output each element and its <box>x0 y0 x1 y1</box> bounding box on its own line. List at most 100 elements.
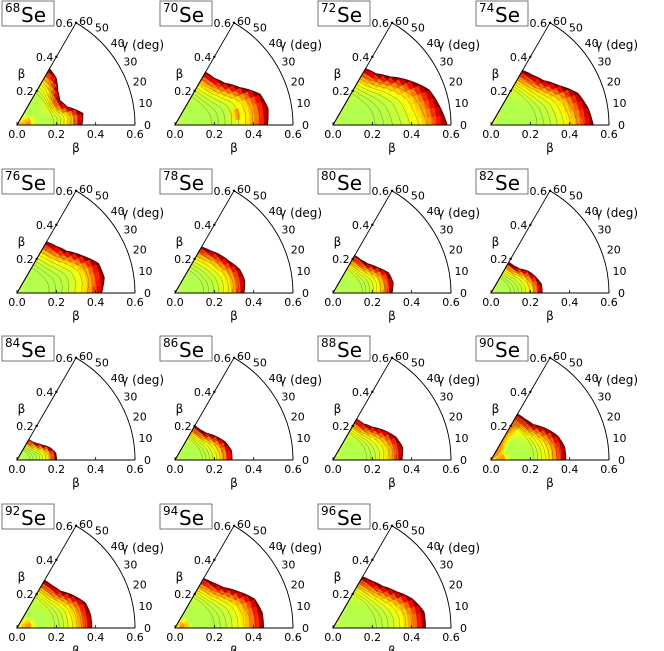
gamma-60-line <box>16 22 77 126</box>
diag-tick-label: 0.6 <box>214 352 232 365</box>
gamma-tick-label: 0 <box>302 622 309 635</box>
beta-tick-label: 0.6 <box>600 463 618 476</box>
beta-tick-label: 0.6 <box>442 463 460 476</box>
gamma-tick-label: 50 <box>411 356 425 369</box>
gamma-axis-label: γ (deg) <box>437 38 480 52</box>
outer-arc <box>391 525 452 629</box>
gamma-tick-label: 20 <box>133 578 147 591</box>
diag-axis-label: β <box>334 67 342 81</box>
diag-tick-label: 0.6 <box>214 17 232 30</box>
energy-surface <box>491 414 566 460</box>
diag-axis-label: β <box>492 402 500 416</box>
beta-tick-label: 0.0 <box>166 463 184 476</box>
beta-axis-label: β <box>72 644 80 651</box>
beta-tick-label: 0.0 <box>166 296 184 309</box>
beta-axis-label: β <box>388 141 396 155</box>
gamma-tick-label: 40 <box>427 37 441 50</box>
beta-tick-label: 0.4 <box>403 296 421 309</box>
beta-tick-label: 0.6 <box>600 296 618 309</box>
diag-tick-label: 0.2 <box>332 420 350 433</box>
gamma-axis-label: γ (deg) <box>595 206 638 220</box>
beta-tick-label: 0.4 <box>561 128 579 141</box>
gamma-tick-label: 0 <box>144 454 151 467</box>
beta-tick-label: 0.6 <box>284 631 302 644</box>
beta-tick-label: 0.4 <box>403 463 421 476</box>
beta-tick-label: 0.4 <box>87 296 105 309</box>
gamma-tick-label: 30 <box>439 223 453 236</box>
beta-axis-label: β <box>388 644 396 651</box>
isotope-label-box <box>1 503 55 530</box>
gamma-60-line <box>174 190 235 294</box>
gamma-60-line <box>16 190 77 294</box>
gamma-tick-label: 30 <box>123 390 137 403</box>
gamma-tick-label: 20 <box>291 578 305 591</box>
isotope-label-box <box>159 335 213 362</box>
gamma-tick-label: 50 <box>95 189 109 202</box>
diag-axis-label: β <box>18 235 26 249</box>
diag-tick-label: 0.4 <box>352 51 370 64</box>
gamma-tick-label: 60 <box>237 15 251 28</box>
gamma-tick-label: 30 <box>281 390 295 403</box>
gamma-tick-label: 40 <box>269 540 283 553</box>
gamma-tick-label: 30 <box>281 55 295 68</box>
gamma-tick-label: 30 <box>281 558 295 571</box>
gamma-tick-label: 60 <box>237 518 251 531</box>
beta-axis-label: β <box>72 476 80 490</box>
gamma-axis-label: γ (deg) <box>595 373 638 387</box>
gamma-tick-label: 20 <box>449 410 463 423</box>
gamma-tick-label: 20 <box>133 410 147 423</box>
gamma-60-line <box>332 190 393 294</box>
gamma-tick-label: 50 <box>95 356 109 369</box>
isotope-label-box <box>1 0 55 27</box>
beta-tick-label: 0.2 <box>48 463 66 476</box>
isotope-symbol: Se <box>179 3 204 27</box>
outer-arc <box>75 357 136 461</box>
gamma-tick-label: 20 <box>291 75 305 88</box>
beta-axis-label: β <box>546 309 554 323</box>
energy-surface <box>175 72 269 125</box>
diag-tick-label: 0.4 <box>36 554 54 567</box>
gamma-tick-label: 60 <box>237 183 251 196</box>
gamma-tick-label: 50 <box>569 356 583 369</box>
gamma-tick-label: 40 <box>111 37 125 50</box>
gamma-60-line <box>174 525 235 629</box>
diag-tick-label: 0.2 <box>174 588 192 601</box>
isotope-mass: 86 <box>163 336 178 350</box>
diag-tick-label: 0.6 <box>214 520 232 533</box>
isotope-symbol: Se <box>337 506 362 530</box>
gamma-tick-label: 40 <box>585 372 599 385</box>
gamma-tick-label: 30 <box>123 223 137 236</box>
isotope-label-box <box>1 168 55 195</box>
gamma-tick-label: 0 <box>460 119 467 132</box>
gamma-60-line <box>490 22 551 126</box>
gamma-tick-label: 60 <box>553 15 567 28</box>
gamma-tick-label: 10 <box>455 265 469 278</box>
gamma-tick-label: 30 <box>281 223 295 236</box>
energy-surface <box>333 68 448 125</box>
gamma-tick-label: 20 <box>607 410 621 423</box>
gamma-tick-label: 30 <box>123 55 137 68</box>
gamma-tick-label: 40 <box>585 37 599 50</box>
gamma-tick-label: 60 <box>553 183 567 196</box>
beta-tick-label: 0.0 <box>8 128 26 141</box>
energy-surface <box>333 419 403 460</box>
diag-tick-label: 0.2 <box>16 420 34 433</box>
energy-surface <box>17 68 83 125</box>
diag-axis-label: β <box>334 402 342 416</box>
diag-tick-label: 0.2 <box>16 253 34 266</box>
gamma-tick-label: 50 <box>411 524 425 537</box>
beta-tick-label: 0.4 <box>245 463 263 476</box>
gamma-axis-label: γ (deg) <box>279 38 322 52</box>
isotope-label-box <box>159 0 213 27</box>
gamma-tick-label: 50 <box>95 524 109 537</box>
isotope-label-box <box>317 335 371 362</box>
gamma-tick-label: 20 <box>449 75 463 88</box>
gamma-tick-label: 0 <box>618 119 625 132</box>
gamma-tick-label: 60 <box>79 518 93 531</box>
beta-axis-label: β <box>72 309 80 323</box>
beta-axis-label: β <box>546 476 554 490</box>
energy-surface <box>17 439 57 460</box>
